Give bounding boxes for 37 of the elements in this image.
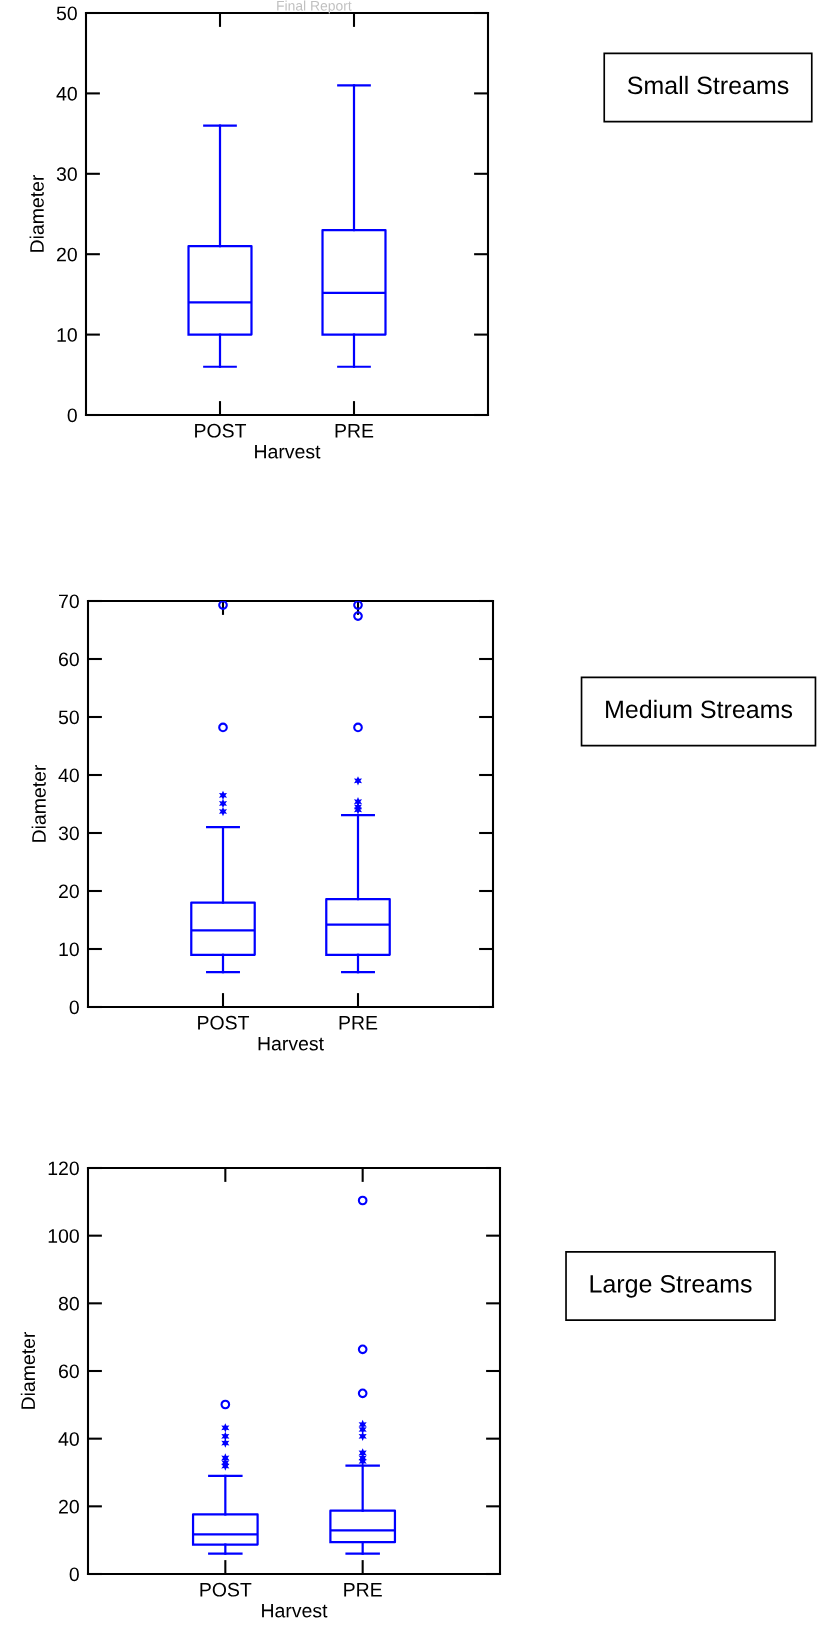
x-axis-title: Harvest: [255, 444, 321, 459]
y-tick-label: 0: [69, 1000, 79, 1015]
x-tick-label: POST: [198, 1015, 250, 1030]
y-tick-label: 120: [48, 1161, 79, 1176]
y-tick-label: 100: [48, 1229, 79, 1243]
annotation: Final Report: [277, 0, 352, 14]
y-axis-title: Diameter: [31, 764, 46, 842]
x-axis-title: Harvest: [262, 1603, 328, 1618]
y-tick-label: 40: [58, 768, 79, 783]
y-tick-label: 40: [58, 1432, 79, 1446]
x-tick-label: PRE: [344, 1583, 382, 1597]
y-axis-title: Diameter: [20, 1331, 36, 1409]
x-axis-title: Harvest: [258, 1036, 324, 1051]
x-tick-label: PRE: [339, 1016, 378, 1030]
y-tick-label: 60: [59, 652, 79, 667]
y-tick-label: 0: [67, 408, 77, 423]
y-tick-label: 40: [56, 86, 77, 101]
y-tick-label: 10: [59, 942, 79, 957]
y-tick-label: 30: [56, 167, 77, 182]
y-tick-label: 50: [58, 710, 79, 725]
y-tick-label: 20: [59, 884, 79, 899]
text: Medium Streams: [606, 699, 793, 719]
y-tick-label: 50: [56, 6, 77, 21]
y-tick-label: 20: [57, 247, 77, 262]
x-tick-label: PRE: [335, 424, 374, 438]
y-tick-label: 10: [57, 328, 77, 342]
y-tick-label: 0: [69, 1567, 79, 1582]
y-tick-label: 80: [58, 1296, 79, 1311]
text: Small Streams: [627, 75, 789, 95]
y-axis-title: Diameter: [29, 174, 44, 252]
y-tick-label: 60: [59, 1364, 79, 1379]
y-tick-label: 70: [59, 594, 79, 609]
y-tick-label: 30: [58, 826, 79, 841]
y-tick-label: 20: [59, 1499, 79, 1514]
text: Large Streams: [590, 1275, 752, 1298]
x-tick-label: POST: [195, 423, 247, 438]
x-tick-label: POST: [200, 1582, 252, 1597]
